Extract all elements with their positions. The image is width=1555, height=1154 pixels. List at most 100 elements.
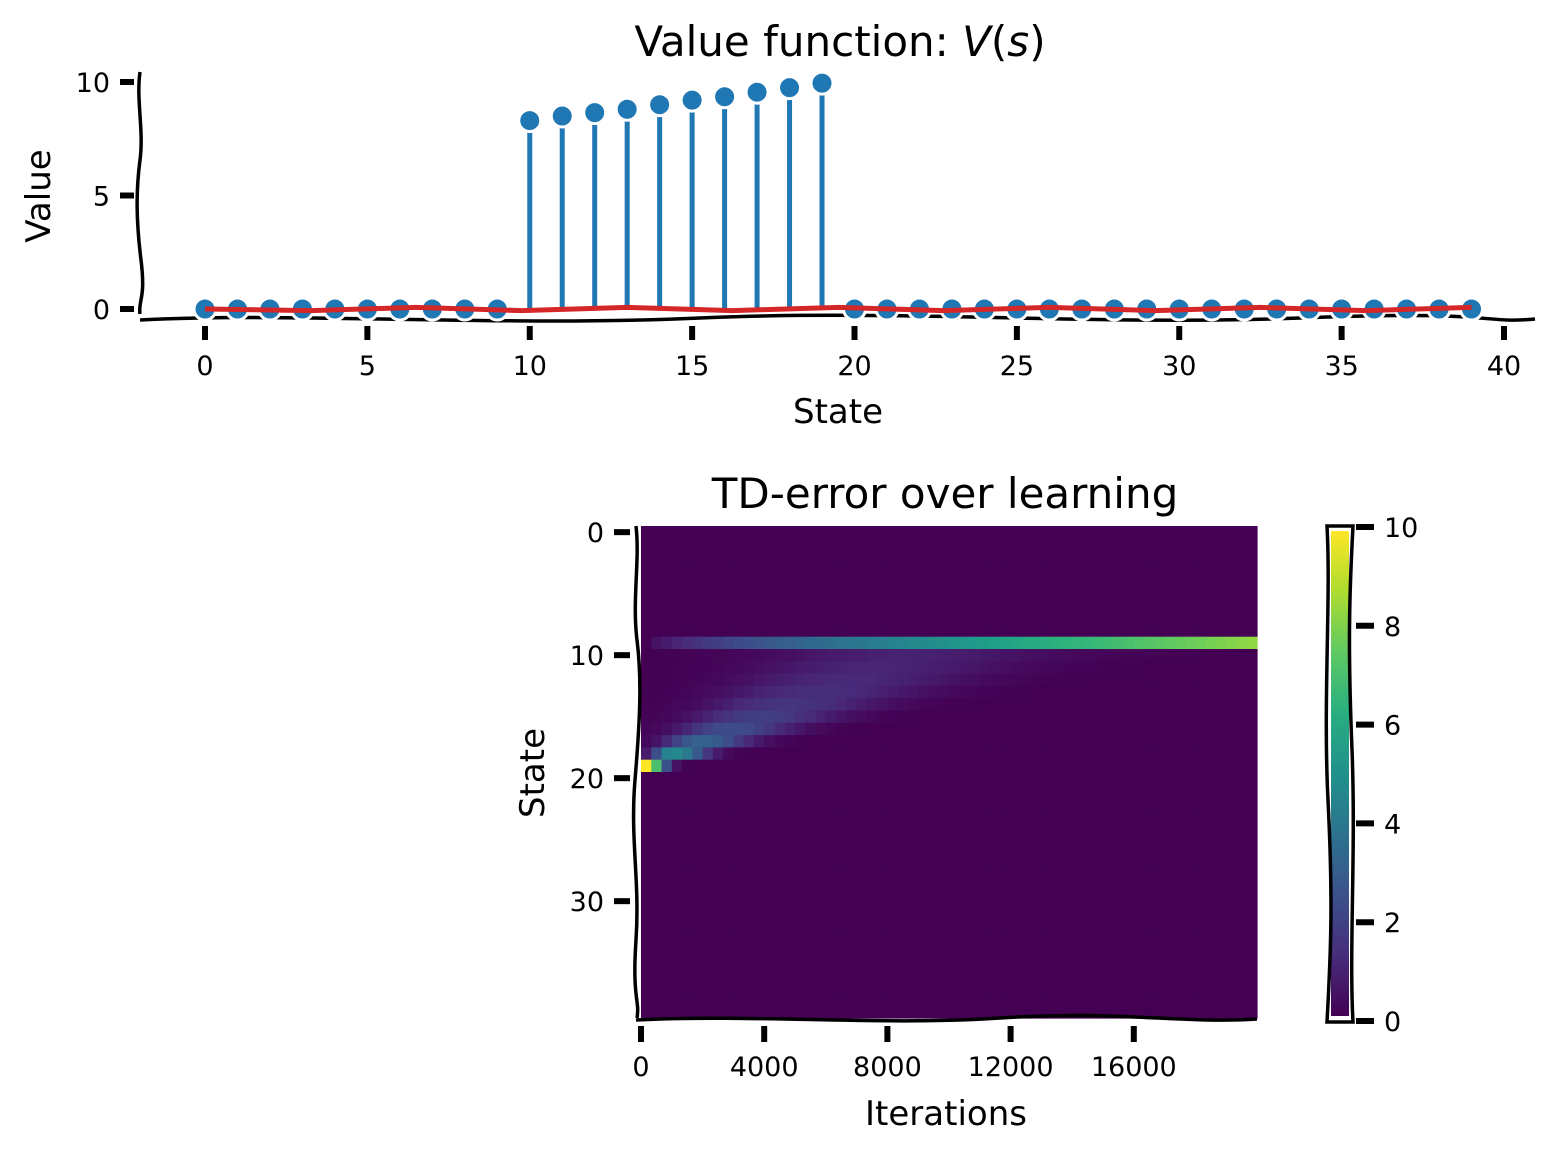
td-heatmap-cell [928, 821, 940, 835]
td-heatmap-cell [1195, 599, 1207, 613]
td-heatmap-cell [887, 981, 899, 994]
td-heatmap-cell [825, 685, 837, 699]
td-heatmap-cell [1123, 944, 1135, 958]
td-heatmap-cell [866, 636, 878, 650]
td-heatmap-cell [1226, 981, 1238, 994]
td-heatmap-cell [928, 710, 940, 724]
td-heatmap-cell [1103, 956, 1114, 970]
td-heatmap-cell [764, 649, 776, 662]
td-heatmap-cell [692, 575, 704, 589]
td-heatmap-cell [938, 772, 950, 785]
td-heatmap-cell [1236, 858, 1248, 871]
td-heatmap-cell [1144, 698, 1155, 712]
td-heatmap-cell [1082, 562, 1094, 576]
td-heatmap-cell [1215, 624, 1227, 638]
td-heatmap-cell [1174, 612, 1186, 625]
td-heatmap-cell [856, 968, 868, 982]
td-heatmap-cell [866, 538, 878, 552]
td-heatmap-cell [1020, 624, 1032, 638]
td-heatmap-cell [990, 895, 1001, 908]
td-heatmap-cell [1133, 895, 1145, 908]
td-heatmap-cell [887, 956, 899, 970]
td-heatmap-cell [774, 661, 786, 675]
td-heatmap-cell [641, 698, 652, 712]
td-heatmap-cell [743, 858, 755, 871]
td-heatmap-cell [846, 624, 858, 638]
td-heatmap-cell [1185, 858, 1196, 871]
td-heatmap-cell [1031, 993, 1042, 1007]
td-heatmap-cell [1103, 562, 1114, 576]
td-heatmap-cell [825, 895, 837, 908]
td-heatmap-cell [1226, 784, 1238, 798]
td-heatmap-cell [774, 612, 786, 625]
td-heatmap-cell [959, 698, 971, 712]
td-heatmap-cell [733, 612, 745, 625]
td-heatmap-cell [1020, 882, 1032, 896]
td-heatmap-cell [1144, 821, 1155, 835]
td-heatmap-cell [743, 882, 755, 896]
td-heatmap-cell [1082, 944, 1094, 958]
td-heatmap-cell [682, 661, 693, 675]
td-heatmap-cell [1051, 759, 1063, 773]
td-heatmap-cell [815, 968, 827, 982]
td-heatmap-cell [1051, 993, 1063, 1007]
td-heatmap-cell [856, 636, 868, 650]
td-heatmap-cell [764, 661, 776, 675]
td-heatmap-cell [805, 575, 817, 589]
td-heatmap-cell [753, 759, 765, 773]
td-heatmap-cell [1041, 612, 1053, 625]
td-heatmap-cell [1103, 944, 1114, 958]
td-heatmap-cell [733, 796, 745, 810]
td-heatmap-cell [702, 710, 714, 724]
td-heatmap-cell [949, 661, 960, 675]
colorbar-tick-label: 10 [1384, 513, 1418, 544]
td-heatmap-cell [702, 895, 714, 908]
td-heatmap-cell [1103, 624, 1114, 638]
td-heatmap-cell [1133, 587, 1145, 601]
td-heatmap-cell [1215, 636, 1227, 650]
td-heatmap-cell [702, 845, 714, 859]
td-heatmap-cell [723, 981, 734, 994]
td-heatmap-cell [702, 562, 714, 576]
td-heatmap-cell [1215, 710, 1227, 724]
td-heatmap-cell [1061, 710, 1073, 724]
td-heatmap-cell [1246, 858, 1258, 871]
td-heatmap-cell [1103, 649, 1114, 662]
td-heatmap-cell [671, 870, 683, 884]
td-heatmap-cell [1020, 968, 1032, 982]
td-heatmap-cell [887, 612, 899, 625]
td-heatmap-cell [1185, 747, 1196, 761]
td-heatmap-cell [1154, 562, 1166, 576]
td-heatmap-cell [1082, 698, 1094, 712]
td-heatmap-cell [1051, 735, 1063, 748]
td-heatmap-cell [990, 858, 1001, 871]
td-heatmap-cell [682, 882, 693, 896]
td-heatmap-cell [1174, 735, 1186, 748]
td-heatmap-cell [1041, 845, 1053, 859]
td-heatmap-cell [671, 747, 683, 761]
td-heatmap-cell [1246, 845, 1258, 859]
td-heatmap-cell [877, 821, 888, 835]
td-heatmap-cell [866, 784, 878, 798]
td-heatmap-cell [836, 661, 847, 675]
td-heatmap-cell [1061, 538, 1073, 552]
td-heatmap-cell [661, 895, 673, 908]
td-x-ticks: 0 4000 8000 12000 16000 [632, 1026, 1177, 1083]
td-heatmap-cell [733, 1005, 745, 1019]
td-heatmap-cell [1215, 538, 1227, 552]
td-heatmap-cell [1031, 636, 1042, 650]
td-heatmap-cell [671, 907, 683, 921]
td-heatmap-cell [1164, 784, 1176, 798]
td-heatmap-cell [774, 685, 786, 699]
td-heatmap-cell [1174, 526, 1186, 539]
td-heatmap-cell [1061, 944, 1073, 958]
td-heatmap-cell [928, 796, 940, 810]
td-heatmap-cell [1000, 833, 1012, 847]
td-heatmap-cell [1061, 772, 1073, 785]
td-heatmap-cell [682, 1005, 693, 1019]
td-heatmap-cell [1246, 907, 1258, 921]
td-heatmap-cell [815, 587, 827, 601]
td-y-axis-label: State [513, 728, 553, 818]
td-heatmap-cell [784, 685, 796, 699]
